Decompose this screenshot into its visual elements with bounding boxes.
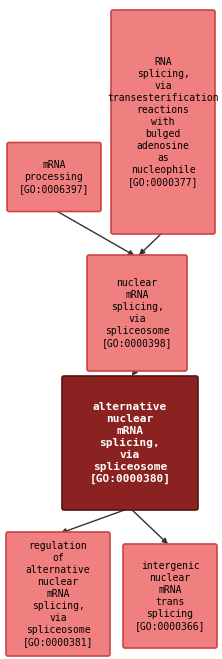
Text: regulation
of
alternative
nuclear
mRNA
splicing,
via
spliceosome
[GO:0000381]: regulation of alternative nuclear mRNA s… [23,541,93,647]
FancyBboxPatch shape [7,142,101,212]
Text: intergenic
nuclear
mRNA
trans
splicing
[GO:0000366]: intergenic nuclear mRNA trans splicing [… [135,561,205,631]
Text: nuclear
mRNA
splicing,
via
spliceosome
[GO:0000398]: nuclear mRNA splicing, via spliceosome [… [102,278,172,348]
FancyBboxPatch shape [123,544,217,648]
FancyBboxPatch shape [6,532,110,656]
Text: mRNA
processing
[GO:0006397]: mRNA processing [GO:0006397] [19,160,89,194]
Text: RNA
splicing,
via
transesterification
reactions
with
bulged
adenosine
as
nucleop: RNA splicing, via transesterification re… [107,57,219,187]
FancyBboxPatch shape [87,255,187,371]
FancyBboxPatch shape [111,10,215,234]
Text: alternative
nuclear
mRNA
splicing,
via
spliceosome
[GO:0000380]: alternative nuclear mRNA splicing, via s… [89,402,170,484]
FancyBboxPatch shape [62,376,198,510]
